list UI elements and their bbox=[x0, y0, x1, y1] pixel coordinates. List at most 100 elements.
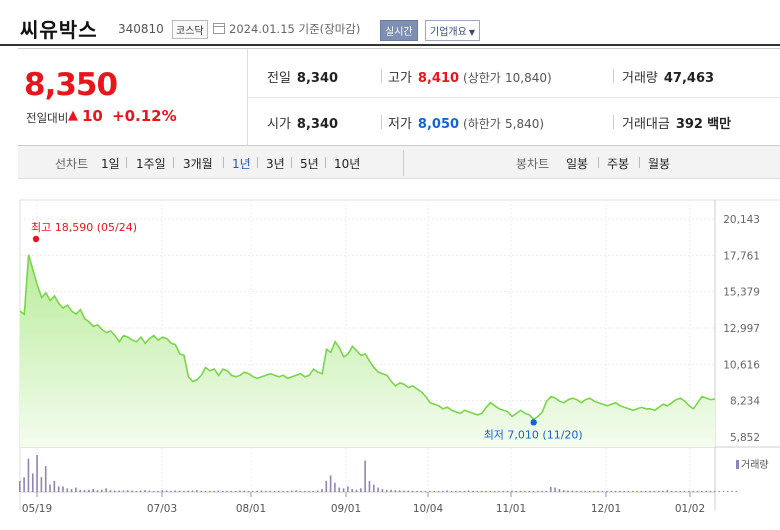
stat-label: 거래량 bbox=[622, 71, 658, 86]
volume-bar bbox=[480, 490, 483, 492]
market-badge: 코스닥 bbox=[172, 20, 208, 39]
volume-bar bbox=[640, 490, 643, 492]
volume-bar bbox=[472, 490, 474, 492]
volume-bar bbox=[200, 490, 202, 492]
x-tick-label: 12/01 bbox=[591, 503, 621, 515]
volume-bar bbox=[524, 490, 526, 492]
stat-value: 8,050 bbox=[417, 117, 460, 132]
volume-bar bbox=[208, 490, 211, 492]
volume-bar bbox=[692, 490, 695, 492]
volume-bar bbox=[606, 490, 608, 492]
volume-bar bbox=[92, 489, 94, 492]
candle-weekly[interactable]: 주봉 bbox=[607, 157, 630, 171]
period-1y[interactable]: 1년 bbox=[232, 157, 251, 171]
volume-bar bbox=[75, 487, 77, 492]
y-tick-label: 10,616 bbox=[723, 359, 760, 371]
volume-bar bbox=[368, 480, 371, 492]
company-overview-button[interactable]: 기업개요 ▼ bbox=[425, 20, 480, 41]
stat-value: 8,340 bbox=[296, 117, 339, 132]
period-1w[interactable]: 1주일 bbox=[136, 157, 166, 171]
volume-bar bbox=[282, 490, 284, 492]
volume-bar bbox=[705, 490, 707, 492]
volume-bar bbox=[312, 490, 315, 492]
volume-bar bbox=[489, 490, 492, 492]
volume-bar bbox=[726, 490, 729, 492]
lower-limit-label: (하한가 bbox=[463, 117, 501, 131]
period-5y[interactable]: 5년 bbox=[300, 157, 319, 171]
period-1d[interactable]: 1일 bbox=[101, 157, 120, 171]
volume-bar bbox=[562, 490, 565, 492]
volume-bar bbox=[256, 490, 259, 492]
volume-bar bbox=[731, 490, 733, 492]
volume-bar bbox=[554, 487, 556, 492]
volume-bar bbox=[679, 490, 682, 492]
candle-daily[interactable]: 일봉 bbox=[566, 157, 589, 171]
volume-bar bbox=[148, 490, 151, 492]
divider bbox=[613, 115, 614, 129]
volume-bar bbox=[79, 489, 82, 492]
volume-bar bbox=[44, 466, 47, 492]
change-label: 전일대비 bbox=[26, 111, 69, 125]
stat-low: 저가 8,050 (하한가 5,840) bbox=[388, 113, 544, 132]
volume-bar bbox=[450, 490, 453, 492]
price-panel: 8,350 전일대비 ▲ 10 +0.12% 전일 8,340 고가 8,410 (상… bbox=[18, 48, 780, 145]
volume-bar bbox=[631, 490, 634, 492]
candle-chart-label: 봉차트 bbox=[516, 157, 550, 171]
volume-bar bbox=[70, 489, 73, 492]
volume-bar bbox=[40, 477, 43, 492]
volume-bar bbox=[57, 486, 60, 492]
stat-value: 8,410 bbox=[417, 71, 460, 86]
volume-bar bbox=[299, 490, 302, 492]
volume-legend-swatch bbox=[736, 460, 739, 469]
volume-bar bbox=[498, 490, 500, 492]
volume-bar bbox=[308, 490, 310, 492]
volume-bar bbox=[364, 460, 366, 492]
volume-bar bbox=[696, 490, 699, 492]
volume-bar bbox=[221, 490, 224, 492]
volume-bar bbox=[403, 490, 405, 492]
period-10y[interactable]: 10년 bbox=[334, 157, 361, 171]
volume-bar bbox=[139, 490, 142, 492]
x-tick-label: 11/01 bbox=[496, 503, 526, 515]
upper-limit-label: (상한가 bbox=[463, 71, 501, 85]
volume-bar bbox=[295, 490, 297, 492]
stat-value: 47,463 bbox=[663, 71, 715, 86]
volume-bar bbox=[351, 489, 353, 492]
y-tick-label: 5,852 bbox=[730, 432, 760, 444]
separator bbox=[639, 157, 640, 168]
company-overview-label: 기업개요 bbox=[430, 27, 467, 38]
volume-bar bbox=[549, 486, 552, 492]
x-tick-label: 08/01 bbox=[236, 503, 266, 515]
price-chart[interactable]: 20,143 17,761 15,379 12,997 10,616 8,234 5,852… bbox=[0, 180, 780, 530]
realtime-button[interactable]: 실시간 bbox=[380, 20, 418, 41]
stat-high: 고가 8,410 (상한가 10,840) bbox=[388, 67, 552, 86]
volume-bar bbox=[528, 490, 530, 492]
volume-bar bbox=[537, 490, 539, 492]
volume-bar bbox=[597, 490, 600, 492]
volume-bar bbox=[506, 490, 509, 492]
x-tick-label: 07/03 bbox=[147, 503, 177, 515]
stat-unit: 백만 bbox=[707, 117, 732, 132]
volume-bar bbox=[278, 490, 280, 492]
candle-monthly[interactable]: 월봉 bbox=[648, 157, 671, 171]
volume-bar bbox=[49, 484, 51, 492]
x-tick-label: 10/04 bbox=[413, 503, 444, 515]
volume-bar bbox=[321, 489, 323, 492]
stat-label: 전일 bbox=[267, 71, 291, 86]
volume-bar bbox=[688, 490, 690, 492]
volume-bar bbox=[545, 490, 548, 492]
volume-bar bbox=[31, 473, 34, 492]
volume-bar bbox=[131, 490, 133, 492]
volume-bar bbox=[675, 490, 677, 492]
volume-bar bbox=[442, 490, 444, 492]
row-divider bbox=[248, 97, 780, 98]
volume-bar bbox=[390, 489, 392, 492]
period-3y[interactable]: 3년 bbox=[266, 157, 285, 171]
volume-bar bbox=[187, 490, 189, 492]
stat-label: 고가 bbox=[388, 71, 412, 86]
period-3m[interactable]: 3개월 bbox=[183, 157, 213, 171]
volume-bar bbox=[416, 490, 418, 492]
toolbar-divider bbox=[403, 150, 404, 176]
volume-bar bbox=[722, 490, 725, 492]
volume-bar bbox=[338, 487, 341, 492]
